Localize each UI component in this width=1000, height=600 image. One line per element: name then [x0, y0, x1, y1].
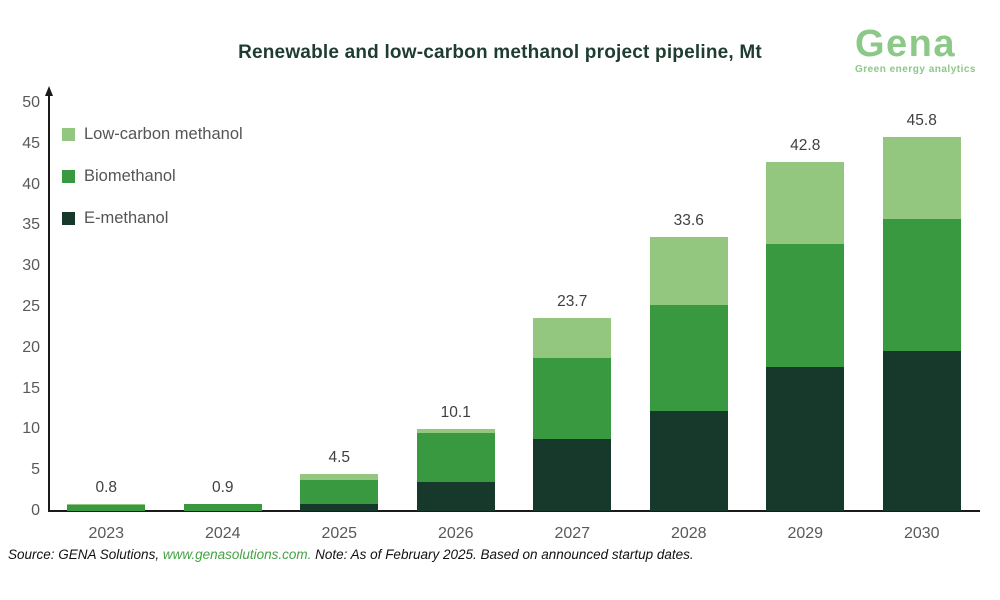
- y-tick-label: 5: [31, 461, 40, 479]
- x-axis-label: 2028: [670, 525, 707, 542]
- y-tick-label: 40: [22, 175, 40, 193]
- legend-label: E-methanol: [84, 208, 169, 227]
- bar-total-label: 10.1: [440, 403, 471, 421]
- bar-segment-low-carbon-methanol: [649, 236, 728, 305]
- bar-segment-biomethanol: [183, 504, 262, 511]
- legend-item: E-methanol: [62, 209, 243, 227]
- bar-segment-e-methanol: [766, 366, 845, 511]
- stacked-bar-2023: [67, 504, 146, 511]
- y-tick-label: 35: [22, 216, 40, 234]
- stacked-bar-2025: [300, 474, 379, 511]
- y-tick-label: 10: [22, 420, 40, 438]
- bar-total-label: 23.7: [557, 292, 588, 310]
- stacked-bar-2030: [882, 137, 961, 511]
- bar-segment-e-methanol: [300, 503, 379, 511]
- bar-total-label: 42.8: [790, 136, 821, 154]
- x-axis-label: 2025: [321, 525, 358, 542]
- y-tick-label: 0: [31, 502, 40, 519]
- x-axis-label: 2029: [787, 525, 824, 542]
- logo-wordmark: Gena: [854, 23, 956, 65]
- source-suffix: Note: As of February 2025. Based on anno…: [311, 547, 694, 562]
- chart-title: Renewable and low-carbon methanol projec…: [238, 42, 762, 63]
- bar-segment-low-carbon-methanol: [882, 137, 961, 219]
- bar-segment-low-carbon-methanol: [416, 428, 495, 434]
- bar-segment-low-carbon-methanol: [67, 504, 146, 506]
- legend-swatch-icon: [62, 211, 75, 225]
- legend-swatch-icon: [62, 169, 75, 183]
- x-axis-label: 2024: [204, 525, 241, 542]
- source-link[interactable]: www.genasolutions.com.: [162, 547, 312, 562]
- bar-segment-e-methanol: [533, 439, 612, 511]
- stacked-bar-2026: [416, 428, 495, 511]
- legend-item: Biomethanol: [62, 167, 243, 185]
- x-axis-label: 2026: [437, 525, 474, 542]
- plot-area: 0 5 10 15 20 25 30 35 40 45 50 0.8 2023 0.9 2024 4.5 20…: [22, 86, 980, 542]
- y-axis-line: [48, 95, 50, 512]
- source-note: Source: GENA Solutions, www.genasolution…: [8, 547, 694, 562]
- bar-segment-biomethanol: [533, 357, 612, 440]
- bar-segment-low-carbon-methanol: [766, 161, 845, 245]
- bar-segment-biomethanol: [416, 433, 495, 482]
- bar-segment-biomethanol: [649, 304, 728, 411]
- logo-tagline: Green energy analytics: [854, 64, 976, 75]
- legend: Low-carbon methanol Biomethanol E-methanol: [62, 125, 243, 251]
- bar-segment-e-methanol: [882, 351, 961, 511]
- stacked-bar-2028: [649, 236, 728, 511]
- bar-total-label: 0.8: [95, 479, 118, 497]
- y-tick-label: 25: [22, 298, 40, 315]
- legend-swatch-icon: [62, 127, 75, 141]
- bar-segment-low-carbon-methanol: [183, 503, 262, 505]
- bar-segment-low-carbon-methanol: [533, 317, 612, 358]
- y-axis-arrow-icon: [45, 86, 53, 96]
- x-axis-line: [48, 510, 980, 512]
- x-axis-label: 2027: [554, 525, 591, 542]
- stacked-bar-2029: [766, 161, 845, 511]
- y-tick-label: 15: [22, 379, 40, 397]
- gena-logo: Gena Green energy analytics: [855, 24, 976, 75]
- legend-label: Low-carbon methanol: [84, 124, 243, 143]
- bar-segment-biomethanol: [882, 218, 961, 352]
- bar-segment-e-methanol: [649, 410, 728, 511]
- y-tick-label: 20: [22, 338, 40, 356]
- bar-segment-biomethanol: [300, 480, 379, 504]
- bar-segment-biomethanol: [766, 244, 845, 367]
- bar-segment-biomethanol: [67, 505, 146, 511]
- bar-total-label: 4.5: [328, 449, 351, 467]
- bar-total-label: 0.9: [211, 478, 234, 496]
- bar-total-label: 45.8: [906, 112, 937, 130]
- bar-segment-e-methanol: [416, 481, 495, 511]
- x-axis-label: 2023: [88, 525, 125, 542]
- y-tick-label: 50: [22, 94, 40, 111]
- stacked-bar-2024: [183, 503, 262, 511]
- x-axis-label: 2030: [903, 525, 940, 542]
- y-tick-label: 45: [22, 134, 40, 152]
- legend-label: Biomethanol: [84, 166, 176, 185]
- bar-total-label: 33.6: [673, 211, 704, 229]
- legend-item: Low-carbon methanol: [62, 125, 243, 143]
- y-tick-label: 30: [22, 257, 40, 275]
- bar-segment-low-carbon-methanol: [300, 474, 379, 480]
- source-prefix: Source: GENA Solutions,: [8, 547, 163, 562]
- stacked-bar-2027: [533, 317, 612, 511]
